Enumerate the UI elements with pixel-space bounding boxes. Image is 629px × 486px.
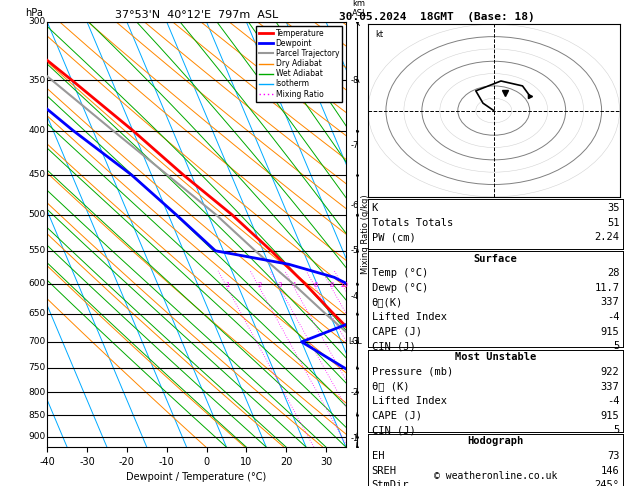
Text: 337: 337 [601, 382, 620, 392]
Text: 915: 915 [601, 411, 620, 421]
Text: 600: 600 [28, 279, 46, 288]
Text: 550: 550 [28, 246, 46, 255]
Text: -3: -3 [350, 337, 359, 347]
Text: -4: -4 [607, 396, 620, 406]
Text: Totals Totals: Totals Totals [372, 218, 453, 228]
Text: 4: 4 [292, 281, 296, 288]
Text: CIN (J): CIN (J) [372, 341, 416, 351]
Text: 450: 450 [28, 171, 46, 179]
Text: 35: 35 [607, 203, 620, 213]
Text: 6: 6 [313, 281, 318, 288]
Text: Pressure (mb): Pressure (mb) [372, 367, 453, 377]
Text: 915: 915 [601, 327, 620, 337]
Text: -7: -7 [350, 141, 359, 151]
Text: 5: 5 [613, 425, 620, 435]
Text: 800: 800 [28, 388, 46, 397]
Text: Dewp (°C): Dewp (°C) [372, 283, 428, 293]
Text: kt: kt [375, 30, 383, 38]
Text: 3: 3 [277, 281, 282, 288]
Text: Surface: Surface [474, 254, 517, 264]
Text: Most Unstable: Most Unstable [455, 352, 536, 363]
Text: -1: -1 [350, 434, 359, 443]
Text: CAPE (J): CAPE (J) [372, 411, 421, 421]
Text: Temp (°C): Temp (°C) [372, 268, 428, 278]
Legend: Temperature, Dewpoint, Parcel Trajectory, Dry Adiabat, Wet Adiabat, Isotherm, Mi: Temperature, Dewpoint, Parcel Trajectory… [256, 26, 342, 102]
Text: θᴄ (K): θᴄ (K) [372, 382, 409, 392]
Text: PW (cm): PW (cm) [372, 232, 416, 243]
Text: 1: 1 [225, 281, 230, 288]
Text: EH: EH [372, 451, 384, 461]
Text: km
ASL: km ASL [352, 0, 367, 17]
Text: 400: 400 [28, 126, 46, 135]
Text: 51: 51 [607, 218, 620, 228]
Text: 900: 900 [28, 432, 46, 441]
Text: hPa: hPa [25, 8, 43, 17]
Text: -4: -4 [607, 312, 620, 322]
Text: 30.05.2024  18GMT  (Base: 18): 30.05.2024 18GMT (Base: 18) [339, 12, 535, 22]
Text: -6: -6 [350, 201, 359, 210]
Text: LCL: LCL [348, 337, 362, 347]
Text: -5: -5 [350, 246, 359, 255]
Text: 245°: 245° [594, 480, 620, 486]
Text: 2.24: 2.24 [594, 232, 620, 243]
Text: Hodograph: Hodograph [467, 436, 523, 447]
Text: 650: 650 [28, 310, 46, 318]
X-axis label: Dewpoint / Temperature (°C): Dewpoint / Temperature (°C) [126, 472, 267, 483]
Text: 8: 8 [329, 281, 333, 288]
Text: 300: 300 [28, 17, 46, 26]
Text: -2: -2 [350, 388, 359, 397]
Text: 10: 10 [340, 281, 348, 288]
Text: 2: 2 [257, 281, 262, 288]
Text: 850: 850 [28, 411, 46, 420]
Text: CAPE (J): CAPE (J) [372, 327, 421, 337]
Text: Lifted Index: Lifted Index [372, 312, 447, 322]
Text: © weatheronline.co.uk: © weatheronline.co.uk [433, 471, 557, 481]
Title: 37°53'N  40°12'E  797m  ASL: 37°53'N 40°12'E 797m ASL [115, 10, 278, 20]
Text: 500: 500 [28, 210, 46, 219]
Text: -8: -8 [350, 76, 359, 85]
Text: 700: 700 [28, 337, 46, 347]
Text: 350: 350 [28, 76, 46, 85]
Text: Lifted Index: Lifted Index [372, 396, 447, 406]
Text: Mixing Ratio (g/kg): Mixing Ratio (g/kg) [361, 195, 370, 274]
Text: 922: 922 [601, 367, 620, 377]
Text: K: K [372, 203, 378, 213]
Text: 73: 73 [607, 451, 620, 461]
Text: 146: 146 [601, 466, 620, 476]
Text: -4: -4 [350, 293, 359, 301]
Text: CIN (J): CIN (J) [372, 425, 416, 435]
Text: θᴄ(K): θᴄ(K) [372, 297, 403, 308]
Text: SREH: SREH [372, 466, 397, 476]
Text: 28: 28 [607, 268, 620, 278]
Text: StmDir: StmDir [372, 480, 409, 486]
Text: 5: 5 [613, 341, 620, 351]
Text: 337: 337 [601, 297, 620, 308]
Text: 11.7: 11.7 [594, 283, 620, 293]
Text: 750: 750 [28, 364, 46, 372]
